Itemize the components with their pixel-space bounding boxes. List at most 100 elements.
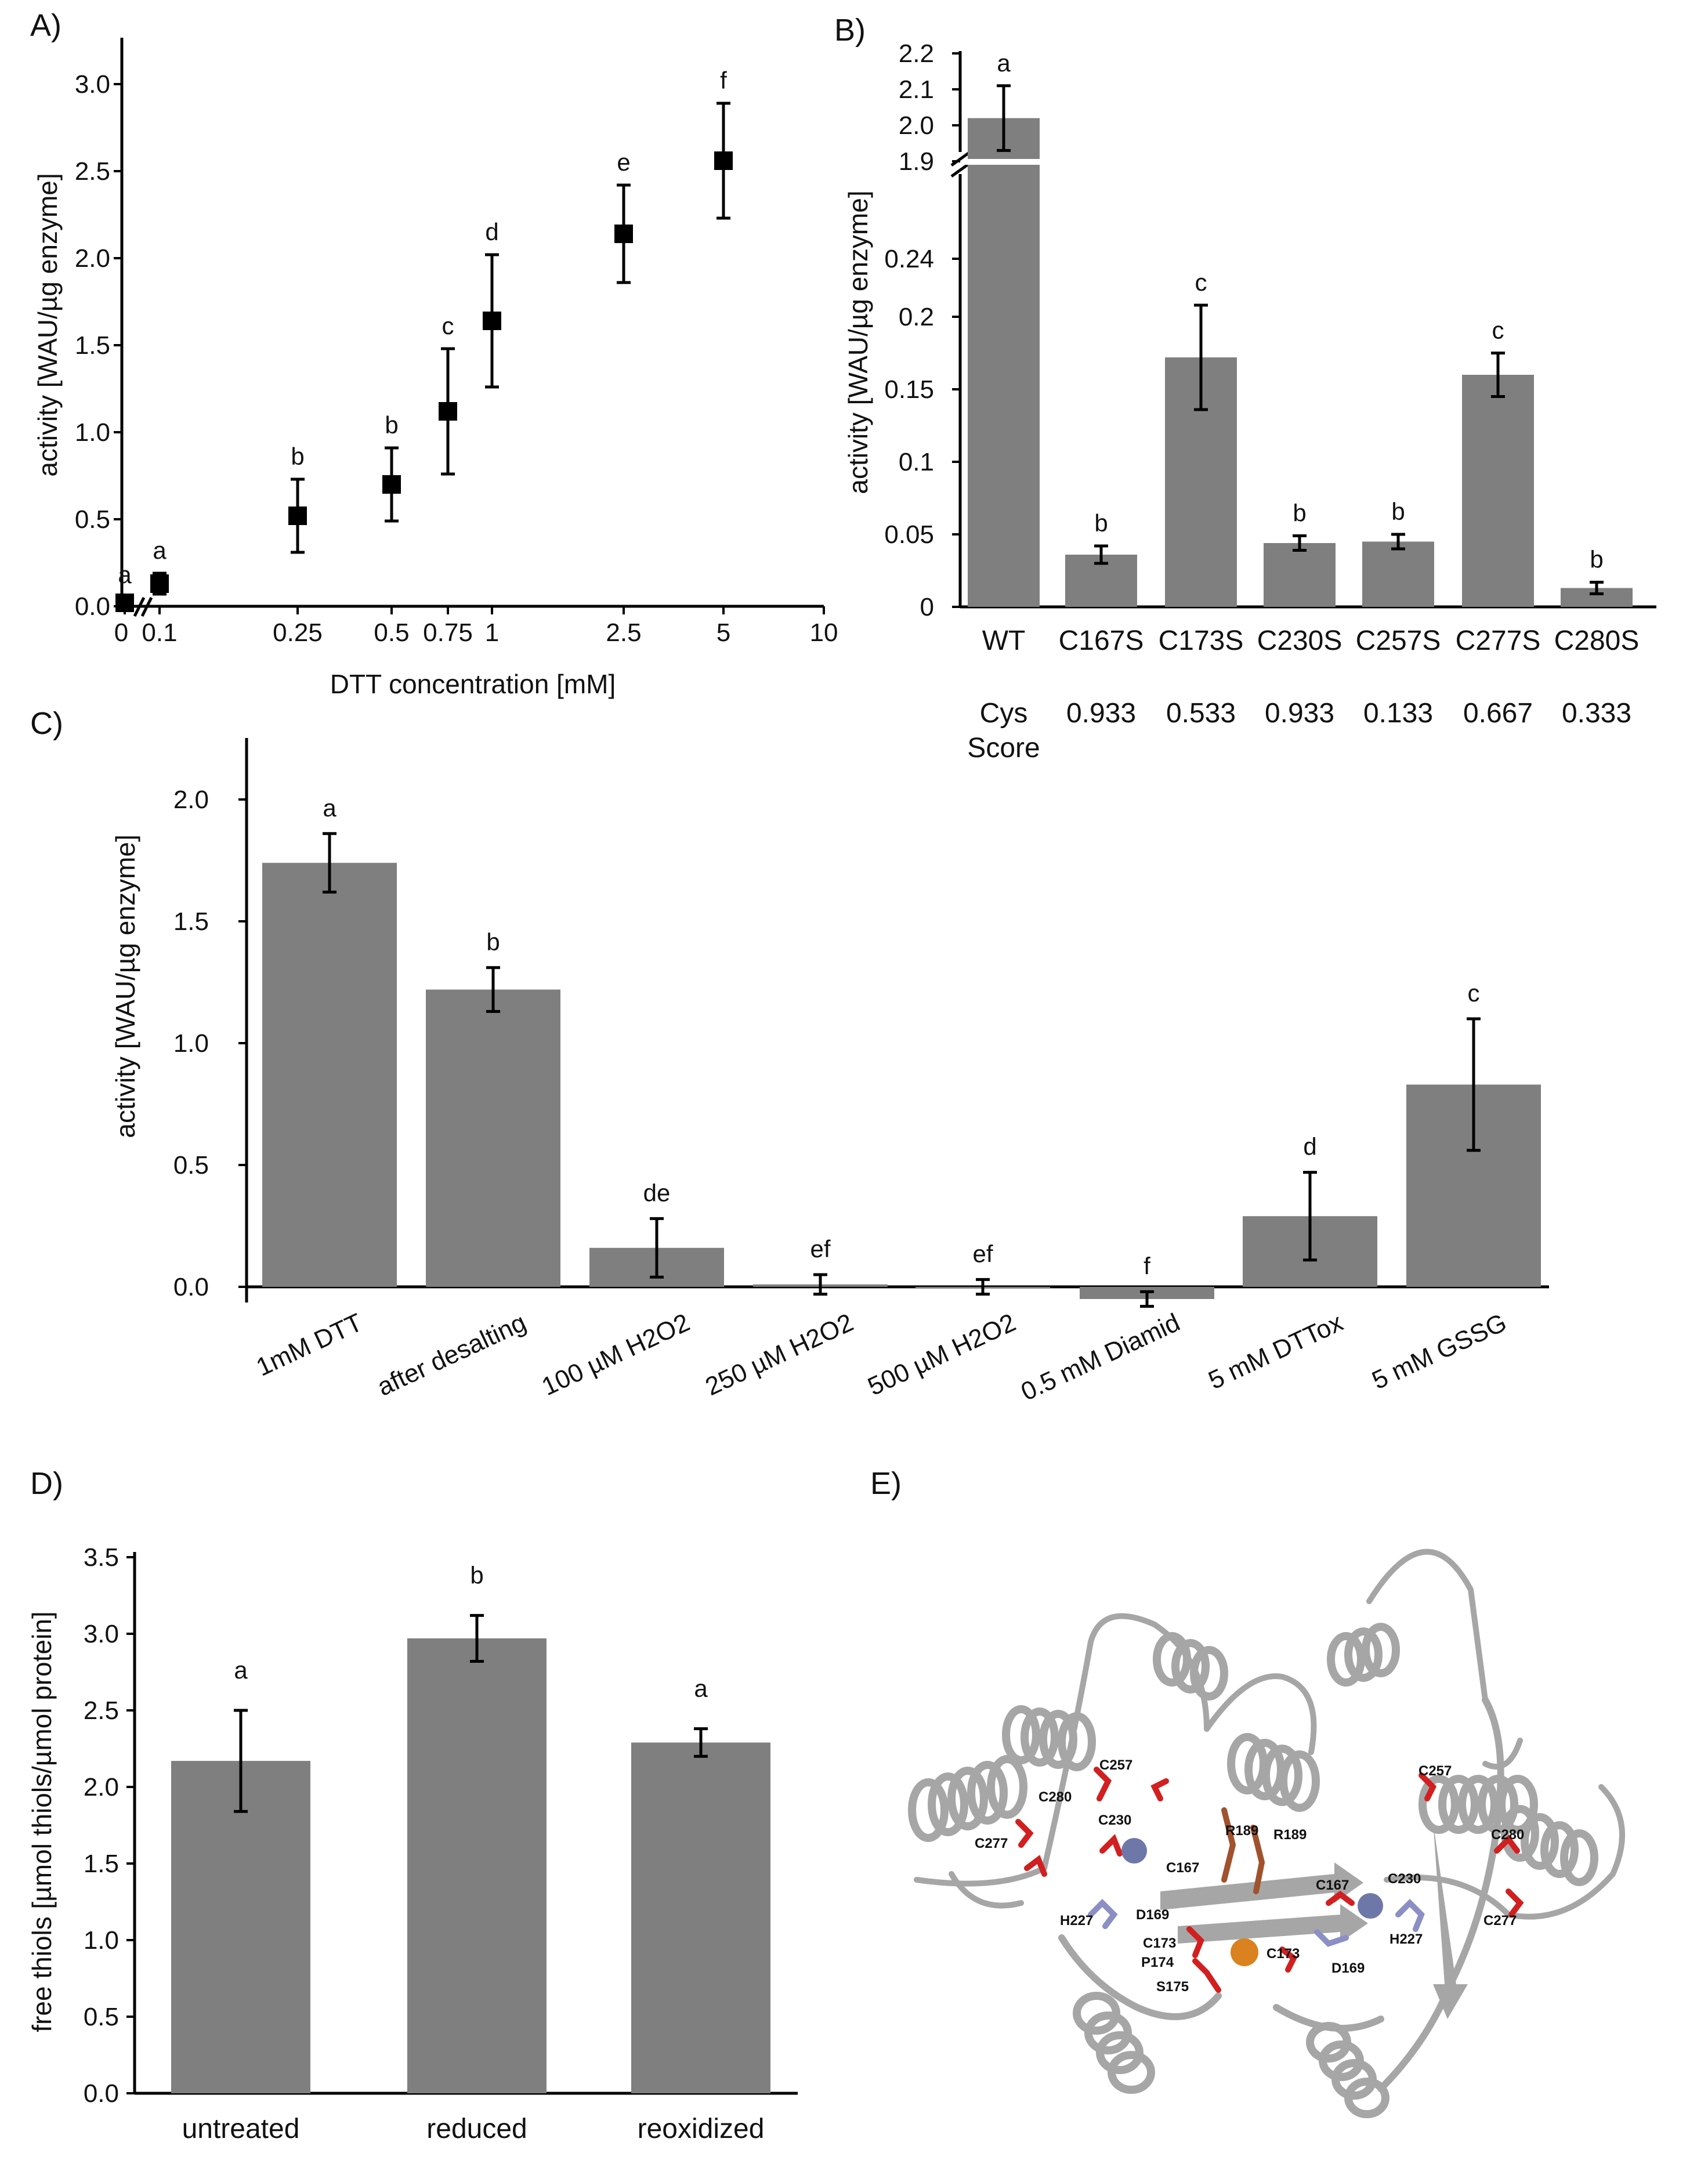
aspartate-sidechain xyxy=(1314,1929,1349,1947)
significance-letter: ef xyxy=(972,1240,993,1267)
helix-turn xyxy=(987,1755,1027,1819)
x-tick-label: 500 µM H2O2 xyxy=(863,1308,1020,1402)
error-bar xyxy=(997,84,1011,152)
error-bar xyxy=(813,1273,827,1296)
residue-label: S175 xyxy=(1156,1979,1189,1995)
zinc-ion xyxy=(1358,1893,1383,1919)
y-tick-label: 0.5 xyxy=(84,2003,119,2031)
residue-label: C230 xyxy=(1388,1871,1421,1887)
helix-turn xyxy=(1458,1775,1499,1834)
y-tick-label: 2.0 xyxy=(173,786,209,814)
data-point xyxy=(382,475,401,494)
y-tick-label: 1.0 xyxy=(75,418,110,447)
cysteine-sidechain xyxy=(1192,1958,1221,1993)
x-tick-label: 250 µM H2O2 xyxy=(701,1308,857,1402)
helix-turn xyxy=(1344,2078,1389,2118)
y-tick-label: 0.1 xyxy=(899,448,934,476)
cysteine-sidechain xyxy=(1494,1835,1520,1854)
significance-letter: a xyxy=(118,561,132,588)
helix-turn xyxy=(908,1778,949,1842)
x-tick-label: 0.75 xyxy=(423,618,473,647)
y-tick-label: 0.05 xyxy=(884,520,934,549)
helix-turn xyxy=(1262,1745,1302,1806)
y-tick-label: 2.2 xyxy=(899,39,934,68)
y-tick-label: 2.5 xyxy=(84,1696,119,1725)
helix-turn xyxy=(1438,1775,1479,1834)
helix-turn xyxy=(1560,1829,1598,1886)
helix-turn xyxy=(1540,1821,1579,1878)
bar xyxy=(262,863,397,1287)
helix-turn xyxy=(1327,1632,1365,1687)
protein-ribbon xyxy=(1384,1784,1625,1920)
y-axis-title: activity [WAU/µg enzyme] xyxy=(32,173,63,476)
cysteine-sidechain xyxy=(1326,1890,1355,1906)
significance-letter: d xyxy=(485,218,498,245)
panel-label: E) xyxy=(870,1466,902,1501)
residue-label: D169 xyxy=(1331,1960,1365,1976)
x-tick-label: C280S xyxy=(1554,625,1640,656)
significance-letter: b xyxy=(1293,500,1306,527)
y-tick-label: 0.5 xyxy=(75,505,110,534)
residue-label: C230 xyxy=(1098,1812,1131,1828)
significance-letter: ef xyxy=(810,1235,830,1262)
data-point xyxy=(288,506,307,525)
significance-letter: c xyxy=(1195,269,1207,296)
helix-turn xyxy=(1478,1775,1518,1834)
alpha-helix xyxy=(1002,1705,1096,1771)
alpha-helix xyxy=(1327,1623,1400,1687)
bar xyxy=(171,1761,310,2093)
y-tick-label: 1.0 xyxy=(84,1926,119,1955)
x-tick-label: 0 xyxy=(114,618,128,647)
error-bar xyxy=(1391,533,1405,551)
error-bar xyxy=(1094,544,1108,565)
significance-letter: d xyxy=(1303,1133,1316,1160)
cys-score: 0.133 xyxy=(1363,698,1433,729)
data-point xyxy=(483,312,501,330)
y-tick-label: 3.0 xyxy=(84,1620,119,1648)
significance-letter: f xyxy=(720,67,727,94)
helix-turn xyxy=(1171,1639,1210,1694)
significance-letter: a xyxy=(997,49,1011,77)
cys-score: 0.333 xyxy=(1562,698,1631,729)
significance-letter: c xyxy=(1468,979,1480,1007)
panel-label: C) xyxy=(30,706,63,741)
residue-label: H227 xyxy=(1060,1913,1093,1929)
helix-turn xyxy=(1190,1646,1228,1700)
x-tick-label: 0.5 xyxy=(374,618,409,647)
y-tick-label: 1.5 xyxy=(84,1850,119,1878)
y-tick-label: 3.5 xyxy=(84,1543,119,1572)
protein-ribbon xyxy=(1204,1673,1317,1755)
panel-a: A) 0.0 0.5 1.0 1.5 2.0 2.5 3.0 0 0.1 0.25 0.5 0.75 1 2… xyxy=(30,8,838,699)
residue-label: C167 xyxy=(1316,1877,1349,1893)
bar xyxy=(426,989,560,1287)
x-tick-label: 0.1 xyxy=(142,618,177,647)
residue-label: D169 xyxy=(1136,1907,1169,1923)
x-tick-label: 1 xyxy=(485,618,499,647)
panel-c: C) 0.0 0.5 1.0 1.5 2.0 activity [WAU/µg enzyme… xyxy=(30,706,1549,1406)
x-tick-label: 0.5 mM Diamid xyxy=(1016,1308,1184,1406)
significance-letter: c xyxy=(1492,317,1504,344)
beta-strand xyxy=(1178,1904,1368,1944)
significance-letter: a xyxy=(323,794,336,822)
y-tick-label: 0 xyxy=(920,593,934,621)
x-tick-label: C167S xyxy=(1059,625,1144,656)
error-bar xyxy=(1293,534,1307,552)
x-tick-label: reoxidized xyxy=(638,2114,765,2144)
y-tick-label: 0.0 xyxy=(173,1273,209,1301)
protein-ribbon xyxy=(1058,1934,1222,2020)
x-tick-label: 5 mM GSSG xyxy=(1368,1308,1511,1395)
cysteine-sidechain xyxy=(1279,1946,1298,1973)
alpha-helix xyxy=(1306,2022,1389,2118)
helix-turn xyxy=(1021,1707,1059,1767)
y-tick-label: 2.1 xyxy=(899,75,934,104)
cys-score: 0.933 xyxy=(1066,698,1136,729)
cys-score: 0.933 xyxy=(1265,698,1334,729)
y-tick-label: 0.0 xyxy=(84,2079,119,2108)
histidine-sidechain xyxy=(1395,1898,1425,1932)
bar-break-gap xyxy=(965,159,1042,165)
helix-turn xyxy=(1497,1775,1538,1834)
residue-label: C257 xyxy=(1418,1763,1452,1779)
error-bar xyxy=(234,1709,248,1813)
cys-score: 0.667 xyxy=(1463,698,1533,729)
